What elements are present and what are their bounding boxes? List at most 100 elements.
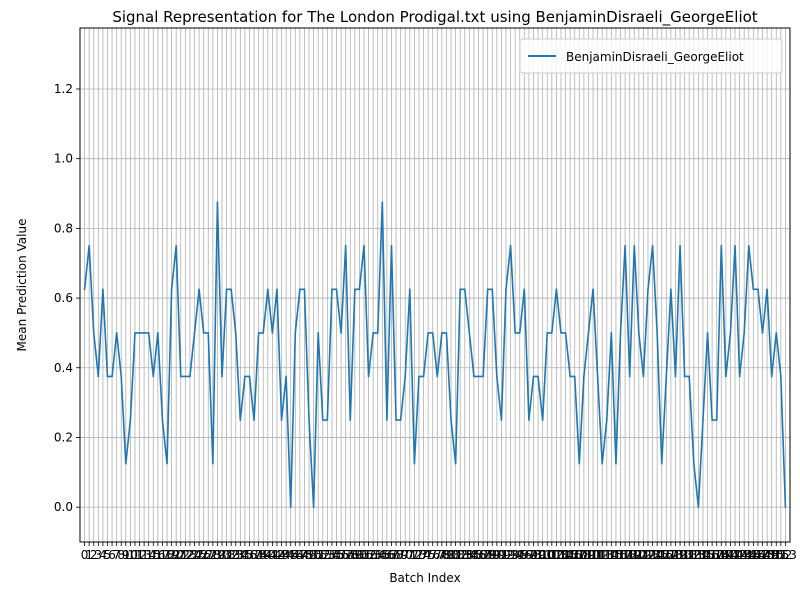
data-point xyxy=(271,332,274,334)
x-tick-label: 87 xyxy=(475,548,490,562)
x-tick-label: 119 xyxy=(618,548,641,562)
x-tick-label: 11 xyxy=(127,548,142,562)
data-point xyxy=(587,332,590,334)
x-tick-label: 69 xyxy=(393,548,408,562)
x-tick-label: 37 xyxy=(246,548,261,562)
data-point xyxy=(404,375,407,378)
x-tick-label: 126 xyxy=(650,548,673,562)
x-tick-label: 89 xyxy=(485,548,500,562)
x-tick-label: 41 xyxy=(265,548,280,562)
x-tick-label: 56 xyxy=(333,548,348,562)
x-tick-label: 121 xyxy=(627,548,650,562)
x-tick-label: 79 xyxy=(439,548,454,562)
x-tick-label: 75 xyxy=(420,548,435,562)
x-tick-label: 128 xyxy=(659,548,682,562)
data-point xyxy=(651,244,654,247)
data-point xyxy=(267,288,269,291)
x-tick-label: 112 xyxy=(586,548,609,562)
data-point xyxy=(102,288,104,291)
x-tick-label: 31 xyxy=(219,548,234,562)
x-tick-label: 38 xyxy=(251,548,266,562)
x-tick-label: 120 xyxy=(623,548,646,562)
data-point xyxy=(725,375,727,378)
data-point xyxy=(752,288,755,291)
x-tick-label: 17 xyxy=(155,548,170,562)
data-point xyxy=(560,332,562,334)
data-point xyxy=(605,419,608,421)
x-tick-label: 82 xyxy=(453,548,468,562)
data-point xyxy=(372,332,374,334)
data-point xyxy=(381,201,384,204)
data-point xyxy=(454,462,457,465)
plot-frame xyxy=(79,27,791,543)
data-point xyxy=(496,375,498,378)
x-tick-label: 107 xyxy=(563,548,586,562)
x-tick-label: 98 xyxy=(526,548,541,562)
series-layer xyxy=(83,201,787,508)
x-tick-label: 34 xyxy=(233,548,248,562)
data-point xyxy=(285,375,287,378)
x-tick-label: 68 xyxy=(388,548,403,562)
x-tick-label: 7 xyxy=(113,548,121,562)
x-tick-label: 149 xyxy=(756,548,779,562)
x-tick-label: 76 xyxy=(425,548,440,562)
data-point xyxy=(633,244,636,247)
x-tick-label: 20 xyxy=(169,548,184,562)
x-tick-label: 86 xyxy=(471,548,486,562)
data-point xyxy=(212,462,214,465)
x-tick-label: 117 xyxy=(609,548,632,562)
data-point xyxy=(175,244,177,247)
x-tick-label: 78 xyxy=(434,548,449,562)
x-tick-label: 55 xyxy=(329,548,344,562)
x-tick-label: 102 xyxy=(540,548,563,562)
x-tick-label: 70 xyxy=(398,548,413,562)
x-tick-label: 143 xyxy=(728,548,751,562)
x-tick-label: 1 xyxy=(85,548,93,562)
data-point xyxy=(147,332,150,334)
data-point xyxy=(303,288,306,291)
x-tick-label: 19 xyxy=(164,548,179,562)
x-tick-label: 114 xyxy=(595,548,618,562)
data-point xyxy=(248,375,251,378)
x-tick-label: 8 xyxy=(117,548,125,562)
data-point xyxy=(441,332,443,334)
data-point xyxy=(386,419,388,421)
x-tick-label: 62 xyxy=(361,548,376,562)
x-tick-label: 28 xyxy=(205,548,220,562)
data-point xyxy=(88,244,90,247)
data-point xyxy=(757,288,759,291)
data-point xyxy=(747,244,750,247)
x-tick-label: 93 xyxy=(503,548,518,562)
data-point xyxy=(555,288,558,291)
data-point xyxy=(143,332,145,334)
x-tick-label: 150 xyxy=(760,548,783,562)
x-tick-label: 135 xyxy=(692,548,715,562)
y-axis-ticks: 0.0 0.2 0.4 0.6 0.8 1.0 1.2 xyxy=(54,82,80,514)
data-point xyxy=(216,201,219,204)
data-point xyxy=(198,288,200,291)
x-tick-label: 94 xyxy=(508,548,523,562)
data-point xyxy=(546,332,549,334)
x-tick-label: 24 xyxy=(187,548,202,562)
y-tick-label: 1.2 xyxy=(54,82,73,96)
data-point xyxy=(97,375,100,378)
x-tick-label: 12 xyxy=(132,548,147,562)
data-point xyxy=(239,419,242,421)
data-point xyxy=(166,462,168,465)
x-tick-label: 29 xyxy=(210,548,225,562)
data-point xyxy=(592,288,594,291)
data-point xyxy=(505,288,507,291)
data-point xyxy=(720,244,723,247)
data-point xyxy=(702,419,704,421)
data-point xyxy=(729,332,732,334)
y-axis-label: Mean Prediction Value xyxy=(15,219,29,352)
x-tick-label: 153 xyxy=(774,548,797,562)
x-tick-label: 105 xyxy=(554,548,577,562)
data-point xyxy=(688,375,691,378)
x-tick-label: 47 xyxy=(292,548,307,562)
x-tick-label: 48 xyxy=(297,548,312,562)
x-tick-label: 54 xyxy=(324,548,339,562)
x-tick-label: 101 xyxy=(536,548,559,562)
x-tick-label: 16 xyxy=(150,548,165,562)
data-point xyxy=(221,375,223,378)
